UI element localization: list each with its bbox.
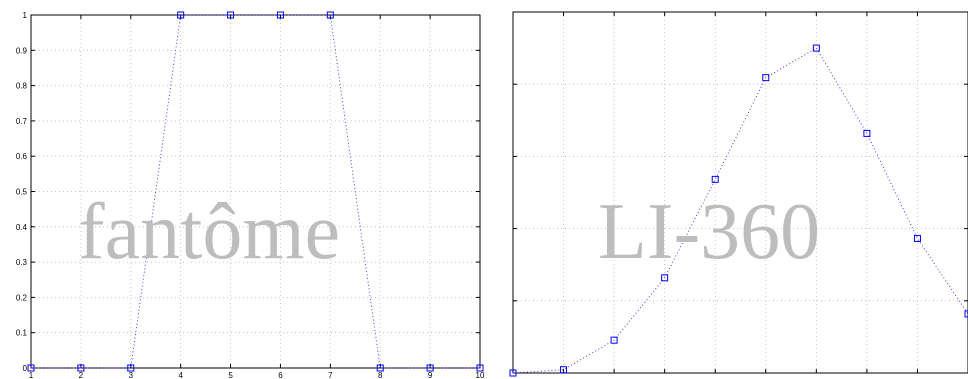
left-data-point-8 [376, 364, 384, 372]
left-data-point-10 [476, 364, 484, 372]
left-series-line [31, 14, 480, 369]
watermark-left: fantôme [78, 188, 341, 276]
right-data-point-10 [964, 310, 968, 318]
right-data-point-2 [560, 366, 568, 374]
right-data-point-1 [509, 369, 517, 377]
left-xtick-label-5: 5 [228, 371, 233, 379]
left-data-point-9 [426, 364, 434, 372]
left-data-point-2 [77, 364, 85, 372]
left-ytick-label-10: 0.9 [16, 46, 28, 55]
left-xtick-label-2: 2 [79, 371, 84, 379]
left-ytick-label-1: 0 [23, 364, 28, 373]
left-ytick-label-5: 0.4 [16, 223, 28, 232]
left-xtick-label-7: 7 [328, 371, 333, 379]
right-data-point-3 [610, 336, 618, 344]
left-data-point-3 [127, 364, 135, 372]
right-axes-frame [512, 11, 968, 374]
left-xtick-label-8: 8 [378, 371, 383, 379]
left-xtick-label-9: 9 [428, 371, 433, 379]
left-data-point-1 [27, 364, 35, 372]
left-xtick-label-3: 3 [129, 371, 134, 379]
right-data-point-9 [913, 234, 921, 242]
left-data-point-4 [177, 11, 185, 19]
right-data-point-4 [661, 274, 669, 282]
watermark-right: LI-360 [598, 188, 821, 276]
left-ytick-label-6: 0.5 [16, 188, 28, 197]
right-data-point-5 [711, 175, 719, 183]
left-xtick-label-6: 6 [278, 371, 283, 379]
right-data-point-8 [863, 129, 871, 137]
left-ytick-label-11: 1 [23, 11, 28, 20]
left-xtick-label-1: 1 [29, 371, 34, 379]
left-ytick-label-4: 0.3 [16, 258, 28, 267]
left-data-point-6 [276, 11, 284, 19]
right-data-point-7 [812, 44, 820, 52]
left-ytick-label-2: 0.1 [16, 329, 28, 338]
left-ytick-label-8: 0.7 [16, 117, 28, 126]
left-data-point-5 [227, 11, 235, 19]
left-ytick-label-3: 0.2 [16, 293, 28, 302]
left-data-point-7 [326, 11, 334, 19]
left-ytick-label-7: 0.6 [16, 152, 28, 161]
left-xtick-label-10: 10 [476, 371, 485, 379]
left-xtick-label-4: 4 [178, 371, 183, 379]
right-data-point-6 [762, 74, 770, 82]
left-ytick-label-9: 0.8 [16, 82, 28, 91]
